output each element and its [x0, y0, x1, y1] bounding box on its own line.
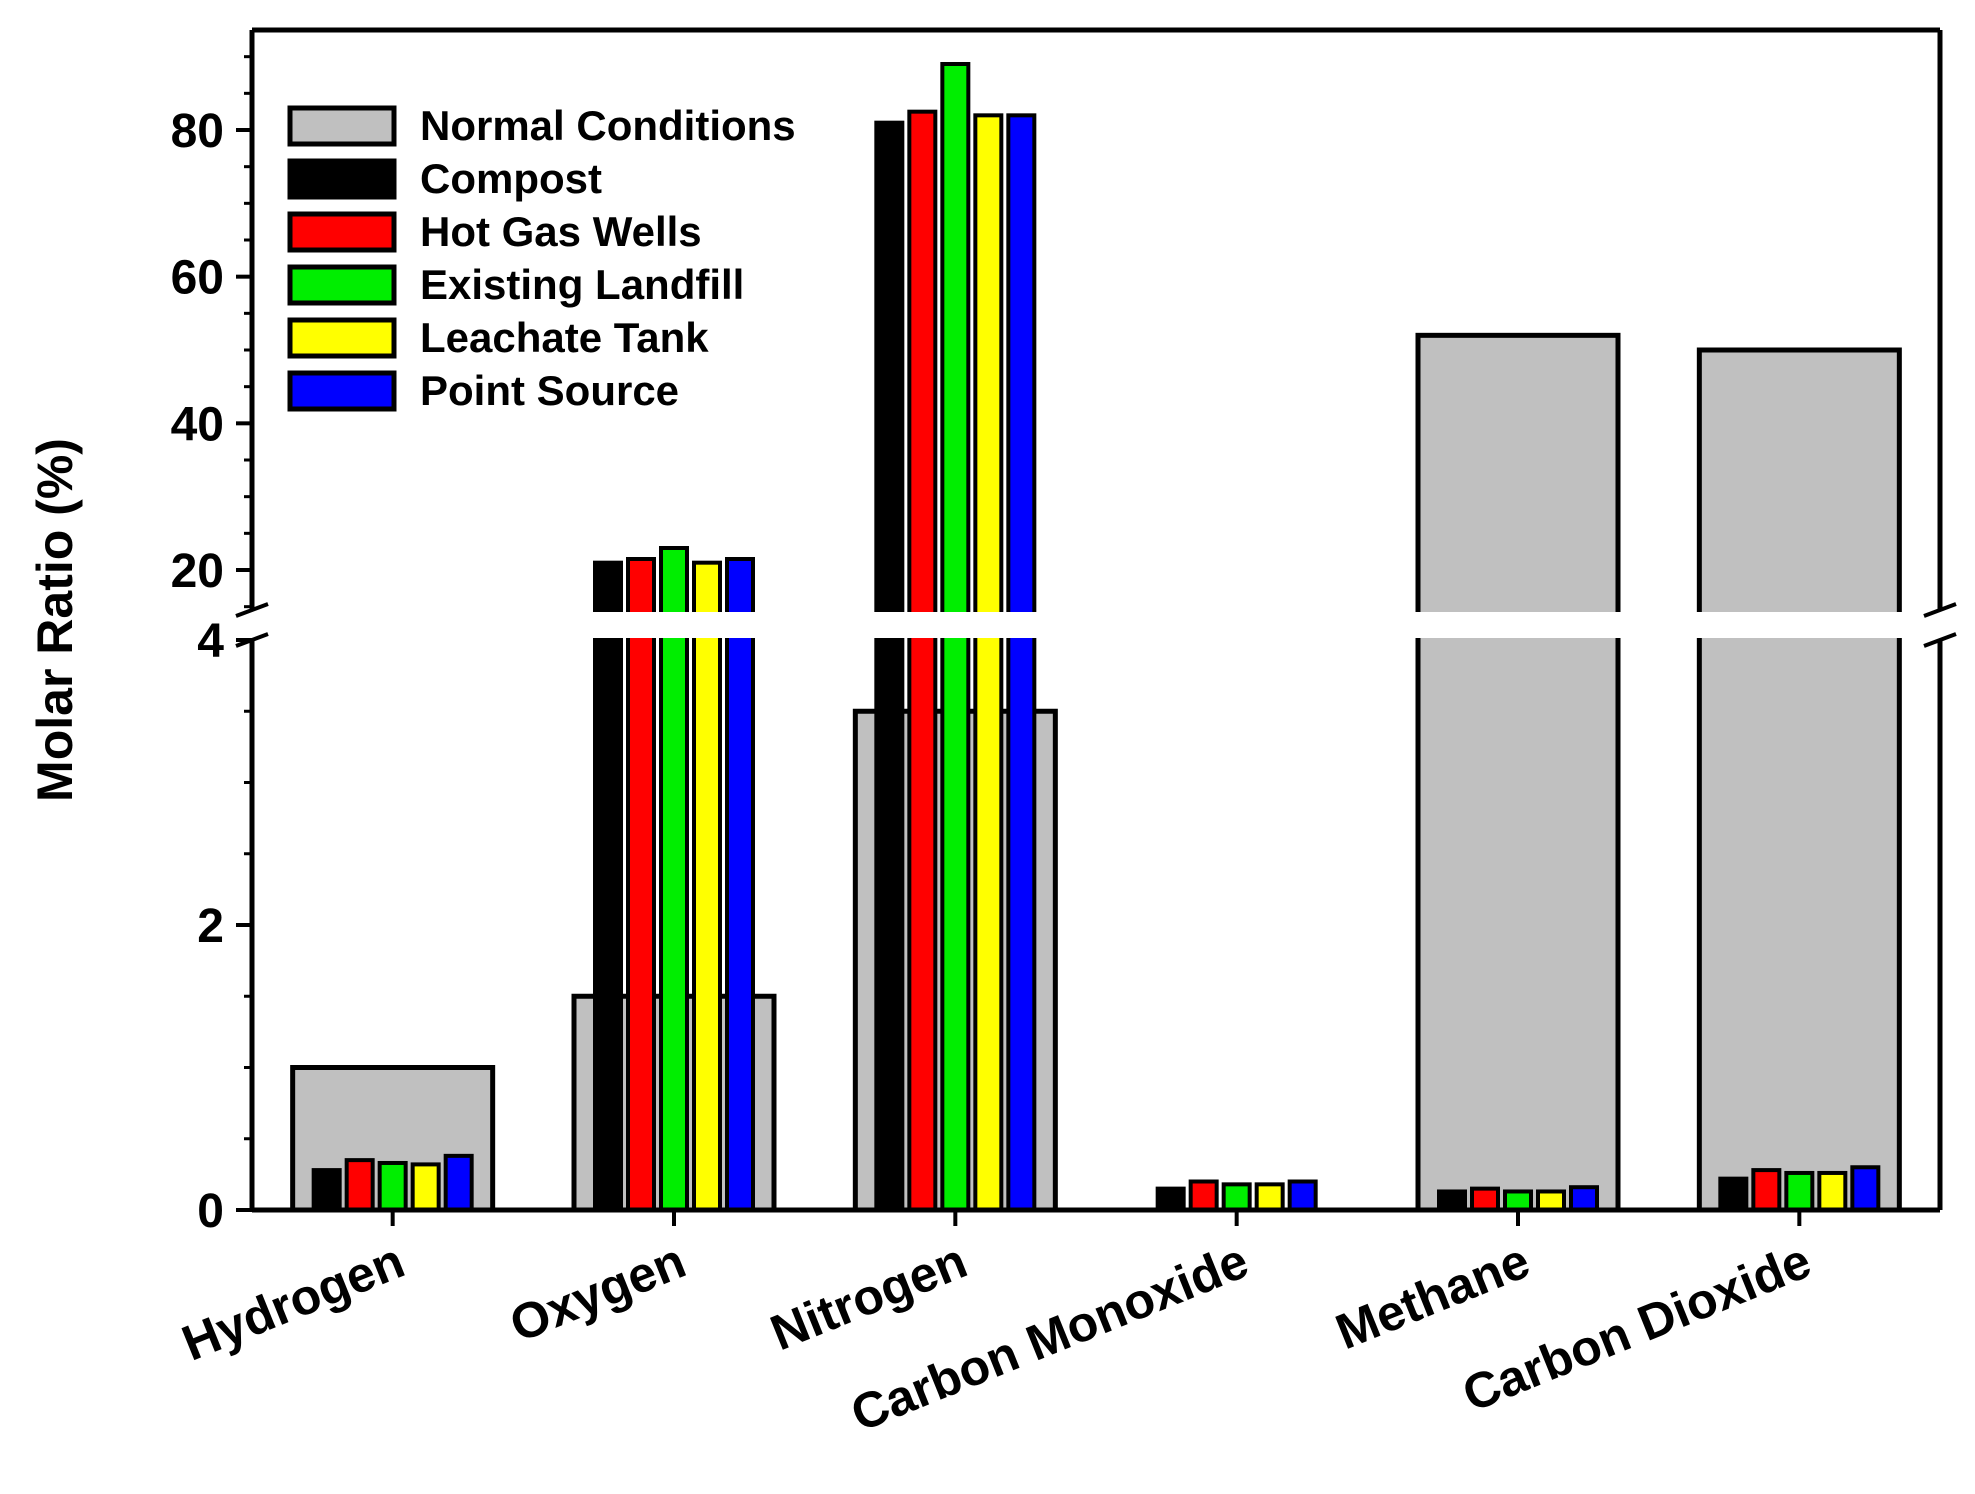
legend-label: Compost	[420, 155, 602, 202]
y-tick-label: 4	[197, 615, 224, 668]
bar-leachate-tank	[973, 113, 1004, 1212]
axis-break-gap	[242, 612, 1950, 638]
bar-compost	[1155, 1186, 1186, 1212]
y-tick-label: 2	[197, 900, 224, 953]
bar-point-source	[443, 1153, 474, 1212]
legend-label: Existing Landfill	[420, 261, 744, 308]
bar-leachate-tank	[1536, 1189, 1566, 1212]
y-tick-label: 80	[171, 105, 224, 158]
bar-normal-conditions	[1415, 332, 1621, 1213]
bar-hot-gas-wells	[907, 109, 938, 1213]
y-tick-label: 40	[171, 398, 224, 451]
bar-leachate-tank	[410, 1162, 441, 1213]
bar-existing-landfill	[659, 546, 689, 1212]
x-tick-label: Hydrogen	[174, 1232, 411, 1371]
legend-swatch-leachate-tank	[287, 317, 397, 359]
axis-break-mark	[235, 602, 269, 618]
bar-existing-landfill	[1503, 1189, 1533, 1212]
bar-compost	[874, 120, 905, 1213]
legend-swatch-normal-conditions	[287, 105, 397, 147]
bar-point-source	[1006, 113, 1037, 1212]
bar-leachate-tank	[692, 560, 722, 1212]
bar-point-source	[1569, 1185, 1599, 1212]
legend-swatch-hot-gas-wells	[287, 211, 397, 253]
y-tick-label: 60	[171, 252, 224, 305]
legend-label: Leachate Tank	[420, 314, 709, 361]
bar-hot-gas-wells	[1751, 1168, 1782, 1212]
axis-break-mark	[1923, 632, 1957, 648]
legend-label: Normal Conditions	[420, 102, 796, 149]
bar-normal-conditions	[1696, 347, 1902, 1213]
bar-point-source	[725, 557, 755, 1212]
y-tick-label: 0	[197, 1185, 224, 1238]
bar-point-source	[1287, 1179, 1318, 1212]
bar-hot-gas-wells	[1470, 1186, 1500, 1212]
x-tick-label: Methane	[1328, 1232, 1537, 1360]
bar-existing-landfill	[377, 1160, 408, 1212]
legend-label: Hot Gas Wells	[420, 208, 702, 255]
legend-swatch-compost	[287, 158, 397, 200]
x-tick-label: Nitrogen	[763, 1232, 975, 1361]
bar-existing-landfill	[1784, 1170, 1815, 1212]
bar-compost	[593, 560, 623, 1212]
bar-compost	[1718, 1176, 1749, 1213]
bar-leachate-tank	[1817, 1170, 1848, 1212]
legend-swatch-point-source	[287, 370, 397, 412]
bar-compost	[311, 1168, 342, 1212]
bar-compost	[1437, 1189, 1467, 1212]
legend-label: Point Source	[420, 367, 679, 414]
axis-break-mark	[1923, 602, 1957, 618]
bar-hot-gas-wells	[626, 557, 656, 1212]
y-axis-label: Molar Ratio (%)	[27, 438, 83, 802]
bar-leachate-tank	[1254, 1182, 1285, 1212]
x-tick-label: Oxygen	[502, 1232, 693, 1353]
bar-point-source	[1850, 1165, 1881, 1212]
bar-hot-gas-wells	[344, 1158, 375, 1212]
y-tick-label: 20	[171, 545, 224, 598]
bar-existing-landfill	[1221, 1182, 1252, 1212]
bar-hot-gas-wells	[1188, 1179, 1219, 1212]
legend-swatch-existing-landfill	[287, 264, 397, 306]
